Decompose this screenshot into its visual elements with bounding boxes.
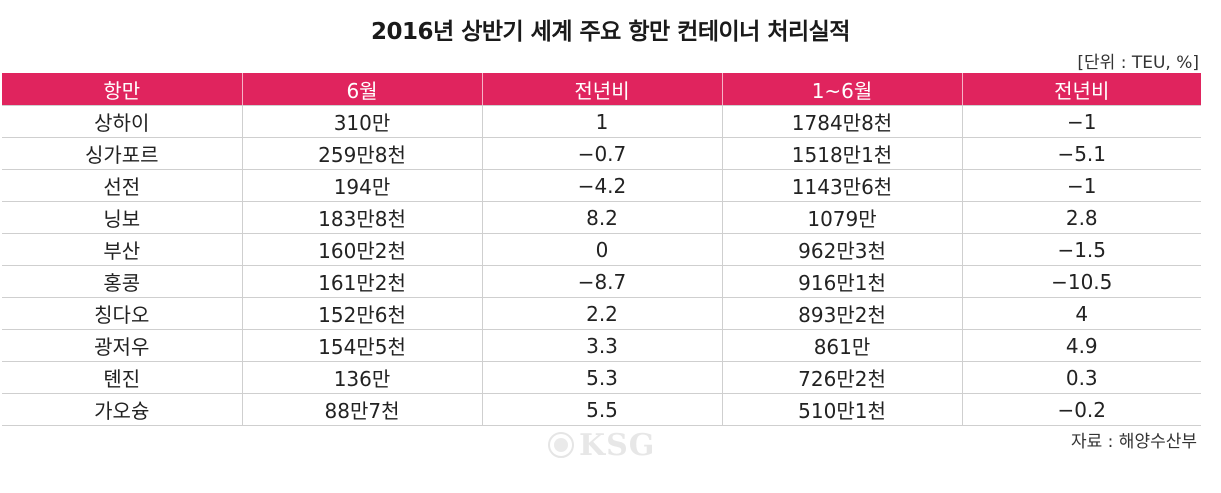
half-yoy: −1.5 (961, 233, 1201, 266)
header-jan-jun: 1~6월 (721, 73, 962, 106)
half-volume: 510만1천 (721, 393, 962, 426)
half-volume: 861만 (721, 329, 962, 362)
port-name: 광저우 (2, 329, 242, 362)
half-volume: 1079만 (721, 201, 962, 234)
port-name: 가오슝 (2, 393, 242, 426)
table-row: 상하이 310만 1 1784만8천 −1 (2, 105, 1201, 138)
watermark-text: KSG (579, 427, 656, 463)
half-volume: 1784만8천 (721, 105, 962, 138)
june-yoy: −4.2 (481, 169, 722, 202)
table-row: 광저우 154만5천 3.3 861만 4.9 (2, 329, 1201, 362)
header-jan-jun-yoy: 전년비 (961, 73, 1201, 106)
header-port: 항만 (2, 73, 242, 106)
june-volume: 88만7천 (241, 393, 482, 426)
june-yoy: 0 (481, 233, 722, 266)
june-volume: 152만6천 (241, 297, 482, 330)
port-name: 칭다오 (2, 297, 242, 330)
table-row: 톈진 136만 5.3 726만2천 0.3 (2, 361, 1201, 394)
half-yoy: −1 (961, 105, 1201, 138)
half-yoy: −0.2 (961, 393, 1201, 426)
port-name: 부산 (2, 233, 242, 266)
june-yoy: −0.7 (481, 137, 722, 170)
half-yoy: 0.3 (961, 361, 1201, 394)
table-row: 선전 194만 −4.2 1143만6천 −1 (2, 169, 1201, 202)
half-yoy: 4 (961, 297, 1201, 330)
june-volume: 194만 (241, 169, 482, 202)
unit-note: [단위 : TEU, %] (1077, 53, 1199, 73)
port-name: 홍콩 (2, 265, 242, 298)
half-volume: 726만2천 (721, 361, 962, 394)
june-volume: 154만5천 (241, 329, 482, 362)
ksg-emblem-icon (548, 432, 574, 458)
june-volume: 310만 (241, 105, 482, 138)
half-volume: 1143만6천 (721, 169, 962, 202)
june-yoy: 5.5 (481, 393, 722, 426)
table-row: 가오슝 88만7천 5.5 510만1천 −0.2 (2, 393, 1201, 426)
june-volume: 160만2천 (241, 233, 482, 266)
table-row: 칭다오 152만6천 2.2 893만2천 4 (2, 297, 1201, 330)
june-volume: 161만2천 (241, 265, 482, 298)
half-yoy: 4.9 (961, 329, 1201, 362)
half-volume: 893만2천 (721, 297, 962, 330)
port-name: 싱가포르 (2, 137, 242, 170)
header-june: 6월 (241, 73, 482, 106)
table-header-row: 항만 6월 전년비 1~6월 전년비 (2, 73, 1201, 106)
table-row: 부산 160만2천 0 962만3천 −1.5 (2, 233, 1201, 266)
half-volume: 962만3천 (721, 233, 962, 266)
june-yoy: −8.7 (481, 265, 722, 298)
june-yoy: 3.3 (481, 329, 722, 362)
june-volume: 183만8천 (241, 201, 482, 234)
port-name: 선전 (2, 169, 242, 202)
june-yoy: 5.3 (481, 361, 722, 394)
half-yoy: −1 (961, 169, 1201, 202)
june-volume: 259만8천 (241, 137, 482, 170)
port-throughput-table: 항만 6월 전년비 1~6월 전년비 상하이 310만 1 1784만8천 −1… (2, 73, 1201, 426)
table-row: 싱가포르 259만8천 −0.7 1518만1천 −5.1 (2, 137, 1201, 170)
half-volume: 1518만1천 (721, 137, 962, 170)
half-yoy: −10.5 (961, 265, 1201, 298)
port-name: 닝보 (2, 201, 242, 234)
half-volume: 916만1천 (721, 265, 962, 298)
half-yoy: 2.8 (961, 201, 1201, 234)
june-yoy: 2.2 (481, 297, 722, 330)
table-title: 2016년 상반기 세계 주요 항만 컨테이너 처리실적 (371, 19, 850, 45)
ksg-watermark: KSG (547, 427, 687, 463)
header-june-yoy: 전년비 (481, 73, 722, 106)
half-yoy: −5.1 (961, 137, 1201, 170)
table-row: 홍콩 161만2천 −8.7 916만1천 −10.5 (2, 265, 1201, 298)
table-row: 닝보 183만8천 8.2 1079만 2.8 (2, 201, 1201, 234)
port-name: 톈진 (2, 361, 242, 394)
port-name: 상하이 (2, 105, 242, 138)
june-yoy: 1 (481, 105, 722, 138)
june-yoy: 8.2 (481, 201, 722, 234)
june-volume: 136만 (241, 361, 482, 394)
source-note: 자료 : 해양수산부 (1070, 432, 1197, 452)
